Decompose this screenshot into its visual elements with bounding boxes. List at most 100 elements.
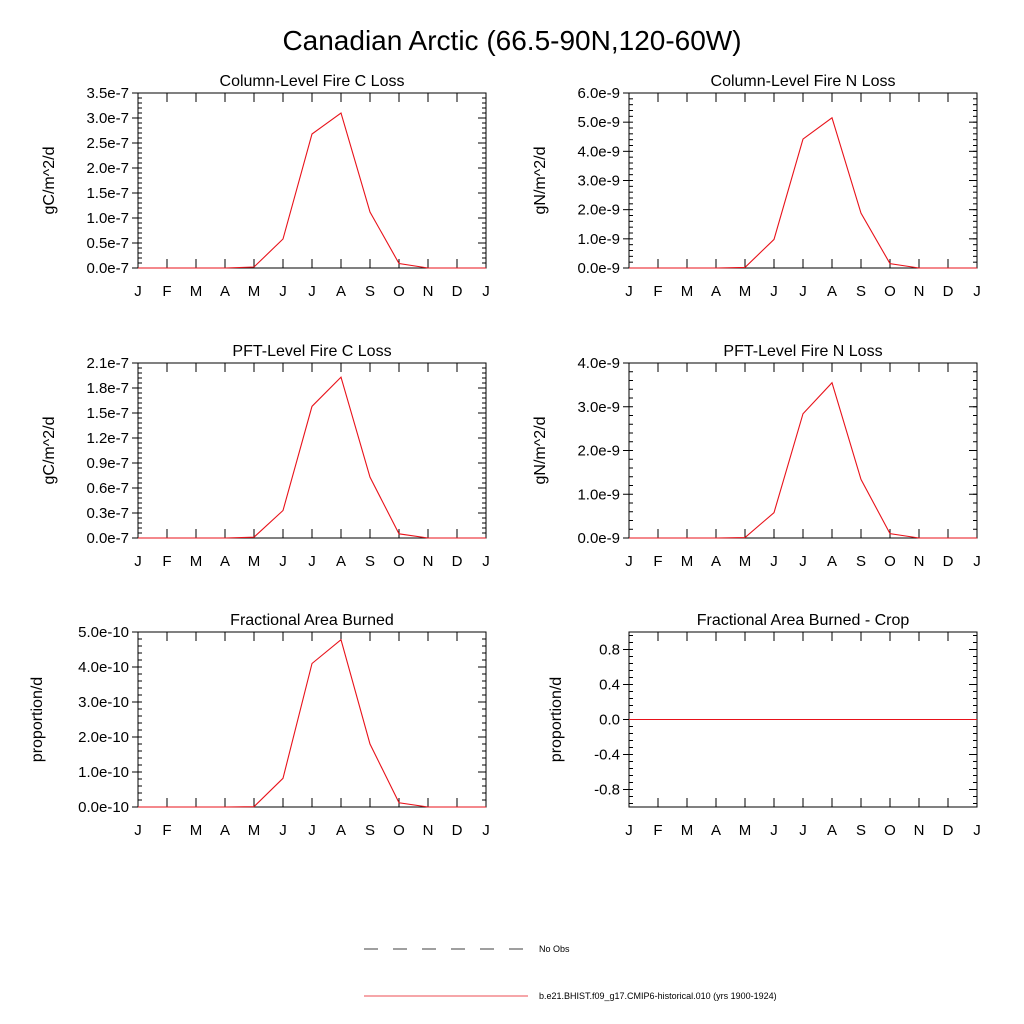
x-tick-label: A [711,283,721,300]
x-tick-label: J [770,283,778,300]
x-tick-label: A [827,822,837,839]
x-tick-label: M [248,822,261,839]
series-line [138,638,486,808]
x-tick-label: N [423,283,434,300]
x-tick-label: M [248,283,261,300]
x-tick-label: M [681,822,694,839]
x-tick-label: J [482,553,490,570]
y-tick-label: 0.3e-7 [86,505,129,522]
x-tick-label: M [681,283,694,300]
x-tick-label: F [653,283,662,300]
y-tick-label: 0.6e-7 [86,480,129,497]
y-tick-label: 0.0e-7 [86,530,129,547]
panel-title: Column-Level Fire C Loss [220,73,405,90]
y-tick-label: 1.5e-7 [86,185,129,202]
x-tick-label: J [279,553,287,570]
y-tick-label: 0.9e-7 [86,455,129,472]
x-tick-label: J [799,822,807,839]
panel-title: PFT-Level Fire N Loss [723,343,882,360]
y-tick-label: -0.4 [594,747,620,764]
x-tick-label: J [625,283,633,300]
panel-title: PFT-Level Fire C Loss [232,343,391,360]
y-tick-label: 1.2e-7 [86,430,129,447]
x-tick-label: N [914,822,925,839]
y-tick-label: 3.0e-9 [577,399,620,416]
y-tick-label: 1.0e-10 [78,764,129,781]
x-tick-label: F [162,553,171,570]
plot-frame [628,92,978,269]
legend-label-1: No Obs [539,944,570,954]
y-tick-label: 0.8 [599,642,620,659]
x-tick-label: S [856,283,866,300]
x-tick-label: J [482,822,490,839]
plot-frame [137,92,487,269]
x-tick-label: J [799,553,807,570]
x-tick-label: A [336,553,346,570]
x-tick-label: J [770,553,778,570]
x-tick-label: D [452,822,463,839]
x-tick-label: O [393,283,405,300]
y-tick-label: 2.0e-9 [577,202,620,219]
x-tick-label: F [162,822,171,839]
plot-frame [137,631,487,808]
main-title: Canadian Arctic (66.5-90N,120-60W) [282,25,741,56]
x-tick-label: J [799,283,807,300]
y-tick-label: 3.0e-7 [86,110,129,127]
x-tick-label: M [190,553,203,570]
panel-title: Fractional Area Burned - Crop [697,612,910,629]
y-tick-label: 0.4 [599,677,620,694]
x-tick-label: M [190,283,203,300]
y-tick-label: 0.0e-10 [78,799,129,816]
x-tick-label: M [739,283,752,300]
x-tick-label: F [653,553,662,570]
y-tick-label: 0.0e-9 [577,260,620,277]
x-tick-label: S [365,283,375,300]
y-tick-label: 0.0e-9 [577,530,620,547]
x-tick-label: J [482,283,490,300]
y-tick-label: 3.5e-7 [86,85,129,102]
y-tick-label: 1.5e-7 [86,405,129,422]
series-line [629,381,977,539]
x-tick-label: A [220,822,230,839]
x-tick-label: N [914,283,925,300]
x-tick-label: J [625,553,633,570]
x-tick-label: J [279,283,287,300]
y-tick-label: 1.8e-7 [86,380,129,397]
x-tick-label: O [884,283,896,300]
x-tick-label: J [134,283,142,300]
y-tick-label: 5.0e-9 [577,114,620,131]
x-tick-label: D [452,553,463,570]
x-tick-label: A [220,283,230,300]
x-tick-label: F [162,283,171,300]
x-tick-label: N [423,822,434,839]
y-tick-label: 0.0e-7 [86,260,129,277]
series-line [138,112,486,269]
y-tick-label: 4.0e-9 [577,355,620,372]
x-tick-label: A [220,553,230,570]
x-tick-label: J [134,553,142,570]
x-tick-label: D [943,553,954,570]
y-axis-label: gN/m^2/d [532,147,549,215]
y-tick-label: 0.5e-7 [86,235,129,252]
series-line [138,376,486,539]
x-tick-label: M [248,553,261,570]
x-tick-label: A [336,283,346,300]
y-tick-label: 2.1e-7 [86,355,129,372]
y-tick-label: 5.0e-10 [78,624,129,641]
x-tick-label: M [739,553,752,570]
y-axis-label: proportion/d [29,677,46,762]
x-tick-label: S [365,553,375,570]
x-tick-label: S [365,822,375,839]
y-tick-label: 2.0e-9 [577,443,620,460]
y-tick-label: 4.0e-10 [78,659,129,676]
y-tick-label: -0.8 [594,782,620,799]
plot-frame [137,362,487,539]
x-tick-label: J [134,822,142,839]
x-tick-label: N [914,553,925,570]
